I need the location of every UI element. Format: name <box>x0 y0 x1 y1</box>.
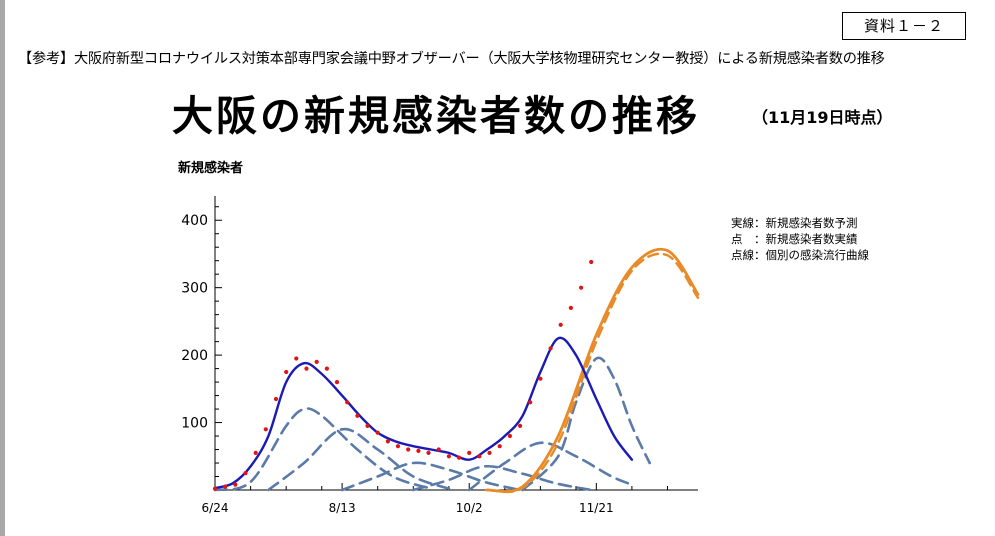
actual-case-point <box>355 413 360 418</box>
actual-case-point <box>558 322 563 327</box>
component-curve-4 <box>340 461 522 492</box>
actual-case-point <box>223 484 228 489</box>
actual-case-point <box>294 356 299 361</box>
actual-case-point <box>304 366 309 371</box>
actual-case-point <box>538 376 543 381</box>
actual-case-point <box>426 450 431 455</box>
component-curve-5 <box>412 464 593 492</box>
actual-case-point <box>324 366 329 371</box>
actual-case-point <box>253 450 258 455</box>
actual-case-point <box>334 380 340 385</box>
x-tick-label: 10/2 <box>456 501 483 515</box>
chart-axes: 100 200 300 400 6/24 8/13 10/2 11/21 <box>181 196 698 515</box>
as-of-date: （11月19日時点） <box>752 108 893 127</box>
component-curve-2 <box>213 407 430 492</box>
y-tick-label: 400 <box>181 213 208 229</box>
actual-case-point <box>385 439 390 444</box>
actual-case-point <box>497 444 502 449</box>
y-tick-label: 200 <box>181 348 208 364</box>
x-tick-label: 6/24 <box>202 501 229 515</box>
legend-entry-actual: 点 ：新規感染者数実績 <box>731 232 858 246</box>
actual-case-point <box>589 259 594 265</box>
new-wave-prediction-line <box>485 247 700 493</box>
x-tick-label: 8/13 <box>329 501 356 515</box>
actual-case-point <box>518 423 523 428</box>
component-curve-3 <box>267 427 451 492</box>
y-tick-label: 300 <box>181 281 208 297</box>
chart-title: 大阪の新規感染者数の推移 <box>172 92 700 140</box>
y-axis-label: 新規感染者 <box>178 160 243 176</box>
actual-case-point <box>263 427 268 432</box>
actual-case-point <box>477 454 482 459</box>
actual-case-point <box>487 450 492 455</box>
actual-case-point <box>273 396 279 402</box>
actual-case-point <box>446 454 451 459</box>
actual-case-point <box>212 486 218 491</box>
actual-case-point <box>568 305 574 310</box>
document-id-badge: 資料１－２ <box>842 12 966 40</box>
actual-case-point <box>243 471 248 476</box>
new-wave-dashed-curve <box>485 252 700 494</box>
actual-case-point <box>528 400 533 405</box>
y-tick-label: 100 <box>181 416 208 432</box>
legend-entry-prediction: 実線：新規感染者数予測 <box>731 216 858 230</box>
actual-case-point <box>579 285 584 290</box>
actual-case-point <box>436 447 441 452</box>
chart-legend: 実線：新規感染者数予測 点 ：新規感染者数実績 点線：個別の感染流行曲線 <box>731 216 869 262</box>
actual-case-point <box>365 423 370 428</box>
actual-case-point <box>456 455 462 460</box>
prediction-line <box>213 336 634 490</box>
series-layer <box>212 247 700 494</box>
actual-case-point <box>548 346 553 351</box>
component-curve-7 <box>521 356 651 492</box>
actual-case-point <box>406 447 411 452</box>
actual-case-point <box>375 430 380 435</box>
component-curve-6 <box>467 441 634 492</box>
actual-case-point <box>507 433 512 439</box>
left-edge-bar <box>0 0 5 536</box>
actual-case-point <box>314 359 319 364</box>
actual-case-point <box>233 482 238 487</box>
actual-case-point <box>416 448 421 453</box>
x-tick-label: 11/21 <box>579 501 614 515</box>
actual-case-point <box>467 450 472 455</box>
actual-case-point <box>284 369 289 375</box>
actual-case-point <box>345 400 350 405</box>
reference-line: 【参考】大阪府新型コロナウイルス対策本部専門家会議中野オブザーバー（大阪大学核物… <box>18 51 885 67</box>
actual-case-point <box>395 444 401 449</box>
legend-entry-components: 点線：個別の感染流行曲線 <box>731 248 869 262</box>
